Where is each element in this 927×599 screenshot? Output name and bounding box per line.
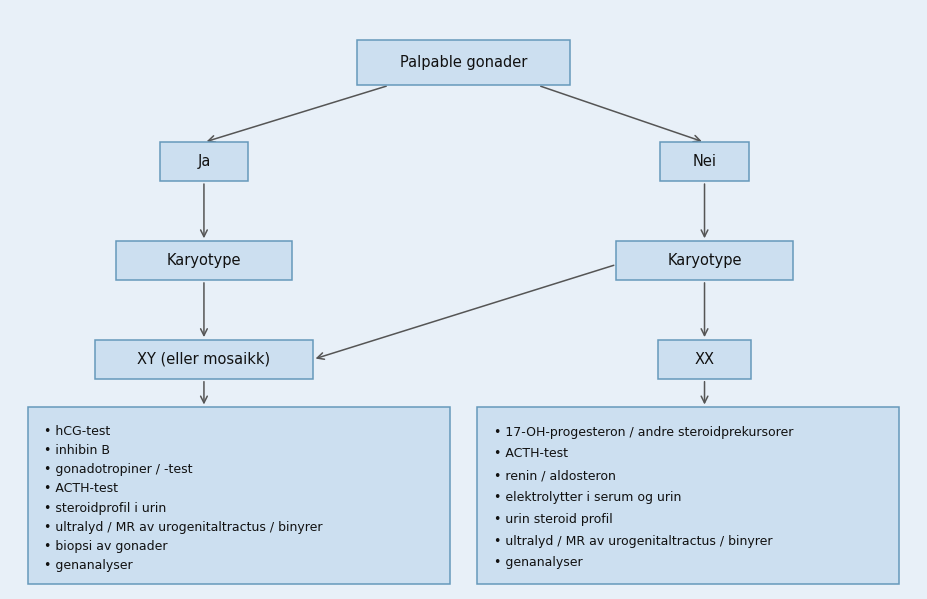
Text: • gonadotropiner / -test: • gonadotropiner / -test: [44, 464, 193, 476]
Text: • renin / aldosteron: • renin / aldosteron: [494, 469, 616, 482]
FancyBboxPatch shape: [95, 340, 312, 379]
Text: • genanalyser: • genanalyser: [44, 559, 133, 572]
FancyBboxPatch shape: [159, 143, 248, 181]
Text: Karyotype: Karyotype: [667, 253, 742, 268]
Text: Nei: Nei: [692, 154, 717, 170]
Text: Karyotype: Karyotype: [167, 253, 241, 268]
Text: • 17-OH-progesteron / andre steroidprekursorer: • 17-OH-progesteron / andre steroidpreku…: [494, 425, 794, 438]
Text: • biopsi av gonader: • biopsi av gonader: [44, 540, 168, 553]
Text: Ja: Ja: [197, 154, 210, 170]
Text: • ACTH-test: • ACTH-test: [494, 447, 568, 461]
Text: • urin steroid profil: • urin steroid profil: [494, 513, 613, 526]
Text: • steroidprofil i urin: • steroidprofil i urin: [44, 501, 167, 515]
Text: Palpable gonader: Palpable gonader: [400, 55, 527, 71]
Text: • genanalyser: • genanalyser: [494, 556, 583, 570]
Text: • ultralyd / MR av urogenitaltractus / binyrer: • ultralyd / MR av urogenitaltractus / b…: [494, 535, 772, 547]
FancyBboxPatch shape: [616, 241, 793, 280]
Text: • elektrolytter i serum og urin: • elektrolytter i serum og urin: [494, 491, 681, 504]
FancyBboxPatch shape: [660, 143, 748, 181]
Text: XY (eller mosaikk): XY (eller mosaikk): [137, 352, 271, 367]
FancyBboxPatch shape: [477, 407, 899, 584]
Text: • inhibin B: • inhibin B: [44, 444, 110, 457]
FancyBboxPatch shape: [658, 340, 751, 379]
FancyBboxPatch shape: [357, 41, 570, 85]
Text: • ACTH-test: • ACTH-test: [44, 482, 119, 495]
FancyBboxPatch shape: [116, 241, 292, 280]
Text: XX: XX: [694, 352, 715, 367]
Text: • hCG-test: • hCG-test: [44, 425, 110, 438]
Text: • ultralyd / MR av urogenitaltractus / binyrer: • ultralyd / MR av urogenitaltractus / b…: [44, 521, 323, 534]
FancyBboxPatch shape: [28, 407, 450, 584]
